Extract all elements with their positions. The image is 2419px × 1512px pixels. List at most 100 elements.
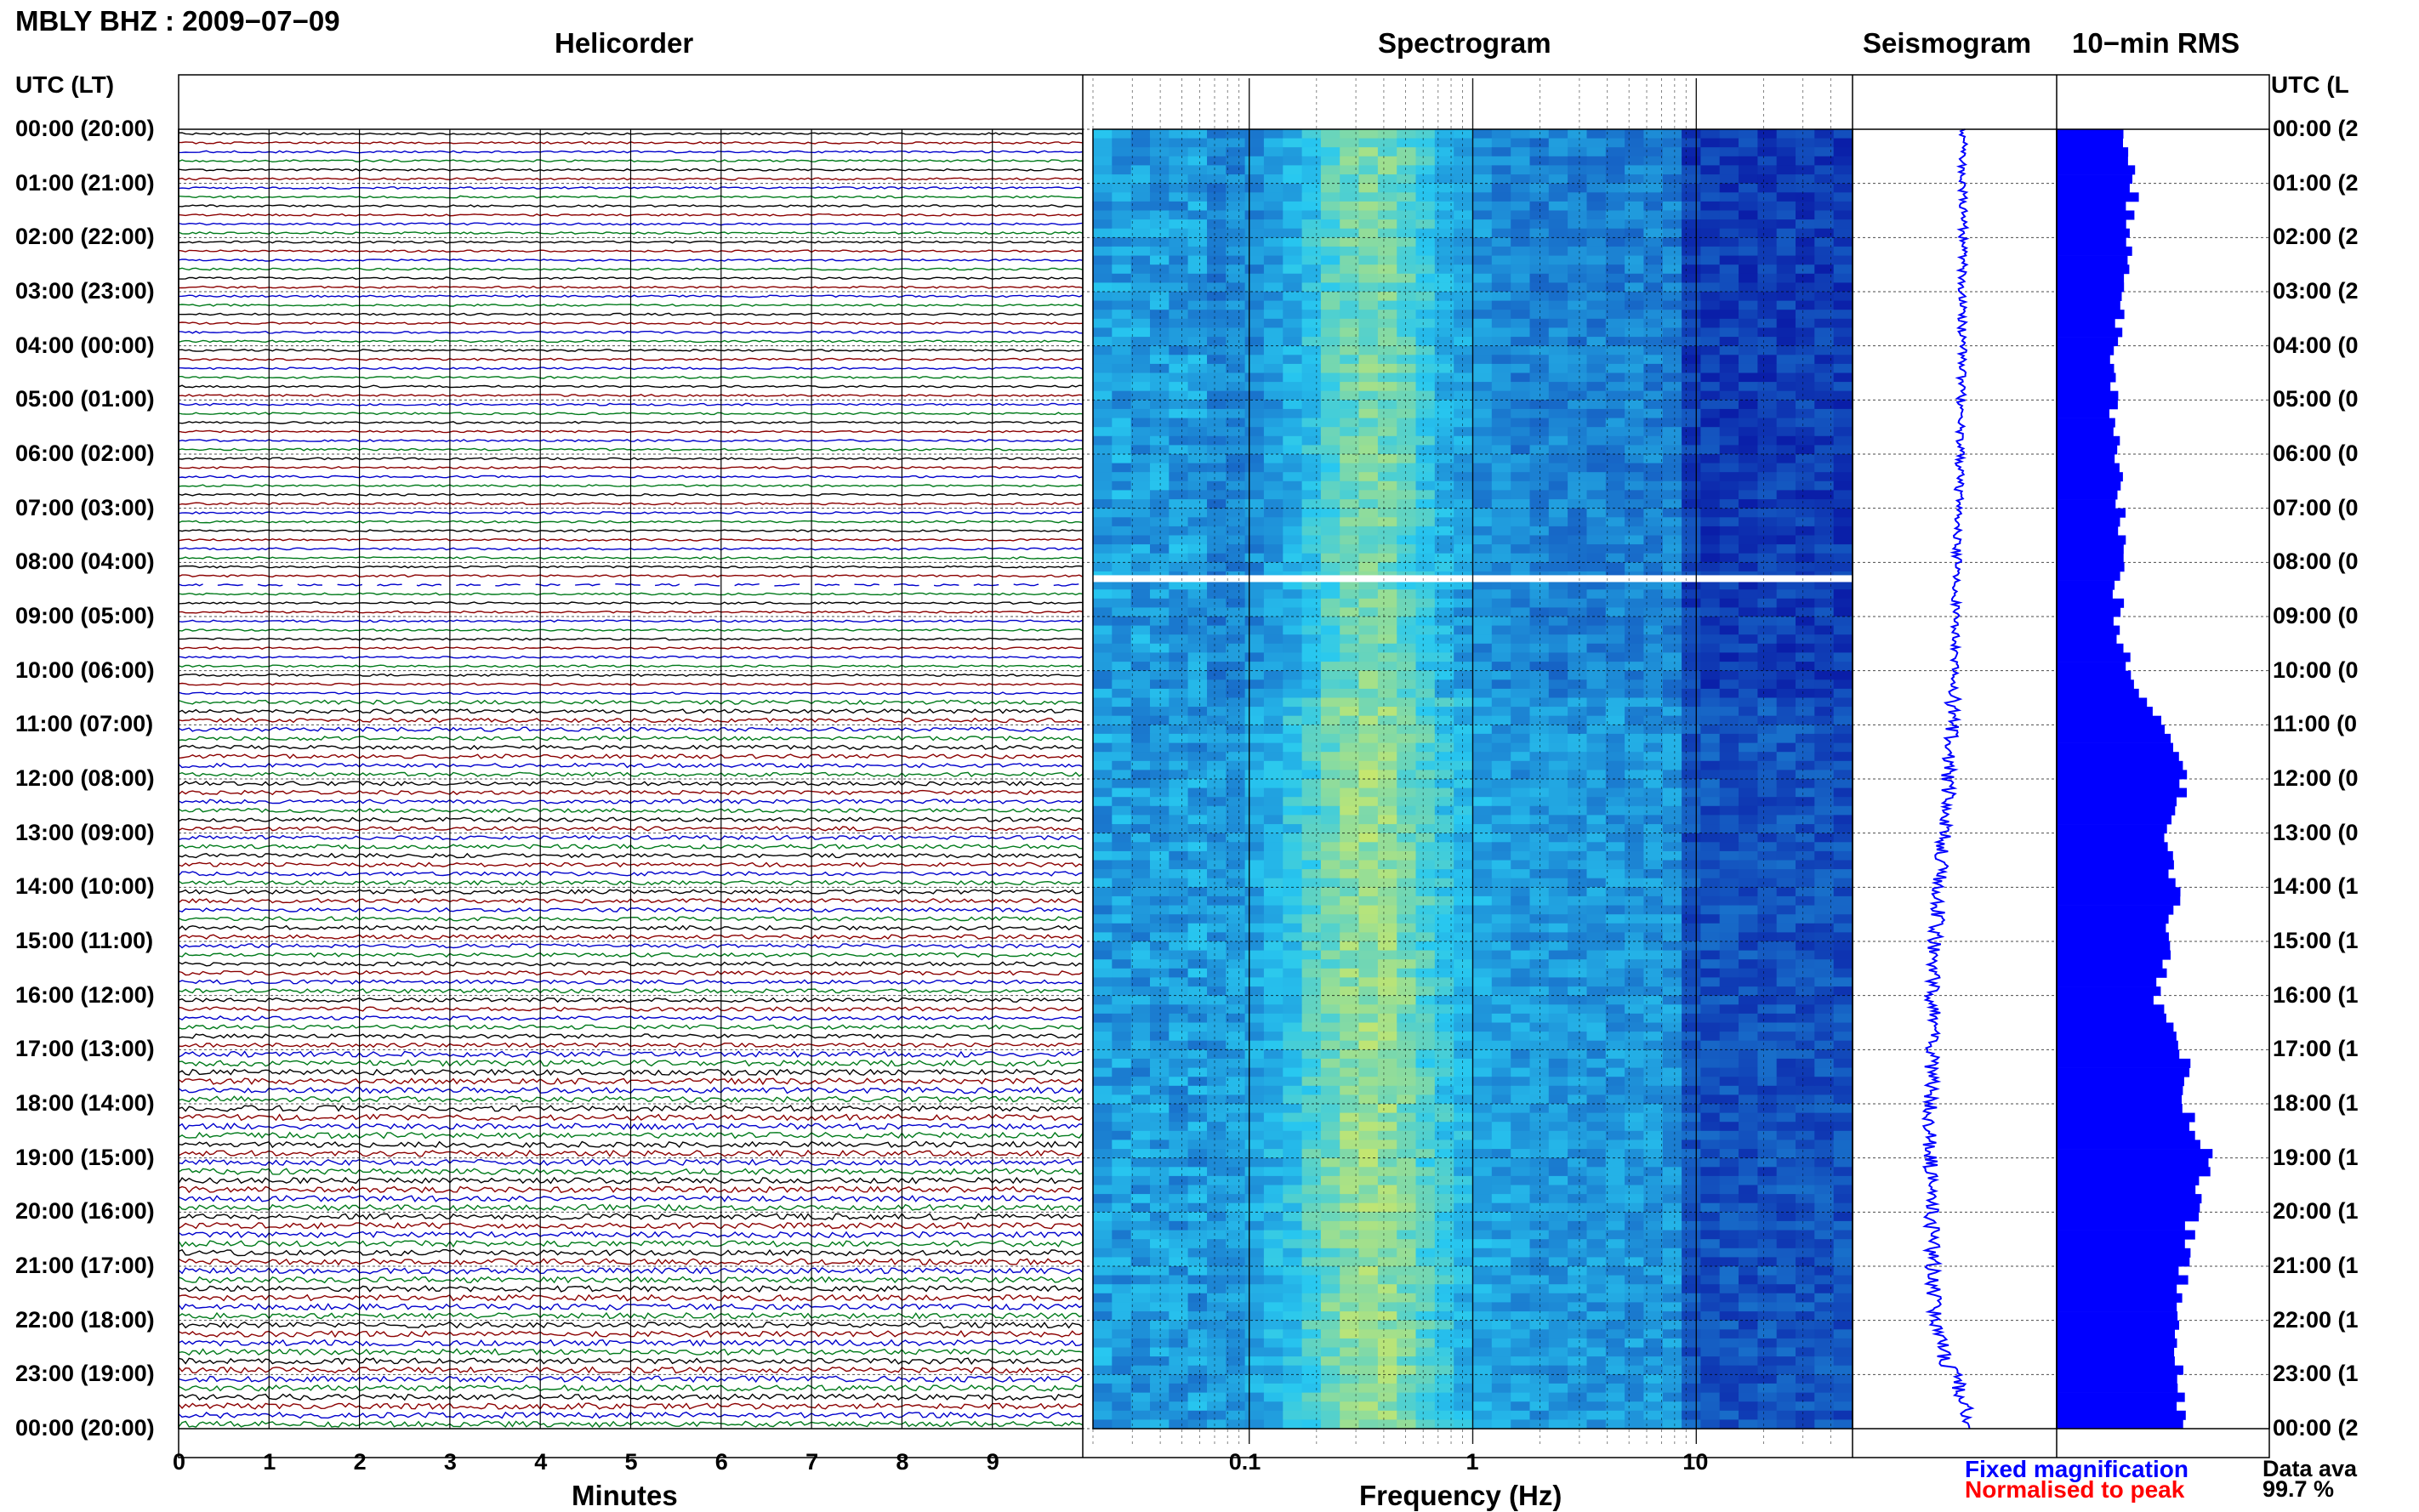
spectrogram-cell — [1757, 787, 1778, 798]
spectrogram-cell — [1454, 860, 1474, 870]
spectrogram-cell — [1283, 147, 1303, 157]
spectrogram-cell — [1340, 779, 1360, 789]
spectrogram-cell — [1169, 282, 1189, 293]
spectrogram-cell — [1150, 995, 1170, 1005]
spectrogram-cell — [1814, 1167, 1835, 1177]
spectrogram-cell — [1093, 1112, 1113, 1123]
spectrogram-cell — [1244, 932, 1265, 942]
spectrogram-cell — [1491, 1149, 1511, 1159]
spectrogram-cell — [1568, 480, 1587, 491]
spectrogram-cell — [1776, 174, 1796, 185]
spectrogram-cell — [1397, 1032, 1417, 1042]
spectrogram-cell — [1757, 472, 1778, 482]
spectrogram-cell — [1511, 1049, 1531, 1060]
spectrogram-cell — [1415, 887, 1436, 897]
spectrogram-cell — [1130, 1013, 1151, 1024]
spectrogram-cell — [1358, 1149, 1379, 1159]
spectrogram-cell — [1320, 959, 1340, 969]
spectrogram-cell — [1757, 1077, 1778, 1087]
spectrogram-cell — [1187, 183, 1208, 193]
spectrogram-cell — [1397, 508, 1417, 518]
spectrogram-cell — [1283, 1058, 1303, 1069]
spectrogram-cell — [1226, 1004, 1246, 1015]
spectrogram-cell — [1776, 201, 1796, 212]
spectrogram-cell — [1511, 1085, 1531, 1095]
spectrogram-cell — [1377, 508, 1397, 518]
spectrogram-cell — [1548, 454, 1568, 464]
spectrogram-cell — [1643, 887, 1664, 897]
spectrogram-cell — [1454, 742, 1474, 753]
spectrogram-cell — [1586, 1104, 1607, 1114]
spectrogram-cell — [1150, 968, 1170, 978]
spectrogram-cell — [1169, 337, 1189, 347]
spectrogram-cell — [1263, 517, 1283, 527]
spectrogram-cell — [1207, 860, 1227, 870]
spectrogram-cell — [1377, 617, 1397, 627]
spectrogram-cell — [1548, 860, 1568, 870]
spectrogram-cell — [1340, 752, 1360, 762]
spectrogram-cell — [1472, 950, 1493, 960]
spectrogram-cell — [1643, 156, 1664, 166]
spectrogram-cell — [1434, 607, 1454, 617]
spectrogram-cell — [1472, 1049, 1493, 1060]
spectrogram-cell — [1491, 472, 1511, 482]
spectrogram-cell — [1454, 688, 1474, 699]
spectrogram-cell — [1320, 1130, 1340, 1140]
spectrogram-cell — [1301, 282, 1322, 293]
spectrogram-cell — [1643, 327, 1664, 338]
spectrogram-cell — [1187, 1167, 1208, 1177]
spectrogram-cell — [1226, 1067, 1246, 1077]
spectrogram-cell — [1472, 995, 1493, 1005]
spectrogram-cell — [1511, 707, 1531, 717]
spectrogram-cell — [1548, 472, 1568, 482]
spectrogram-cell — [1682, 355, 1701, 365]
spectrogram-cell — [1454, 779, 1474, 789]
spectrogram-cell — [1529, 941, 1550, 952]
spectrogram-cell — [1130, 869, 1151, 879]
spectrogram-cell — [1529, 742, 1550, 753]
spectrogram-cell — [1814, 607, 1835, 617]
spectrogram-cell — [1491, 1194, 1511, 1204]
spectrogram-cell — [1682, 400, 1701, 410]
spectrogram-cell — [1263, 850, 1283, 861]
spectrogram-cell — [1472, 246, 1493, 257]
spectrogram-cell — [1529, 1122, 1550, 1132]
spectrogram-cell — [1529, 345, 1550, 355]
spectrogram-cell — [1301, 562, 1322, 572]
spectrogram-cell — [1169, 679, 1189, 690]
spectrogram-cell — [1662, 860, 1682, 870]
spectrogram-cell — [1739, 895, 1758, 907]
spectrogram-cell — [1568, 1185, 1587, 1195]
spectrogram-cell — [1833, 535, 1853, 545]
spectrogram-cell — [1529, 770, 1550, 780]
spectrogram-cell — [1662, 869, 1682, 879]
spectrogram-cell — [1529, 508, 1550, 518]
spectrogram-cell — [1700, 1202, 1721, 1213]
spectrogram-cell — [1472, 508, 1493, 518]
spectrogram-cell — [1454, 1157, 1474, 1168]
spectrogram-cell — [1491, 617, 1511, 627]
spectrogram-cell — [1377, 282, 1397, 293]
spectrogram-cell — [1377, 210, 1397, 220]
spectrogram-cell — [1776, 878, 1796, 888]
spectrogram-cell — [1796, 463, 1815, 473]
spectrogram-cell — [1739, 580, 1758, 590]
spectrogram-cell — [1150, 643, 1170, 653]
spectrogram-cell — [1700, 715, 1721, 725]
spectrogram-cell — [1814, 589, 1835, 600]
spectrogram-cell — [1283, 1140, 1303, 1150]
spectrogram-cell — [1625, 652, 1644, 662]
spectrogram-cell — [1377, 445, 1397, 455]
spectrogram-cell — [1093, 625, 1113, 635]
spectrogram-cell — [1320, 905, 1340, 915]
spectrogram-cell — [1643, 995, 1664, 1005]
spectrogram-cell — [1682, 824, 1701, 834]
spectrogram-cell — [1093, 1212, 1113, 1222]
spectrogram-cell — [1112, 246, 1132, 257]
spectrogram-cell — [1662, 435, 1682, 446]
spectrogram-cell — [1757, 941, 1778, 952]
spectrogram-cell — [1662, 490, 1682, 500]
spectrogram-cell — [1397, 733, 1417, 744]
spectrogram-cell — [1682, 932, 1701, 942]
spectrogram-cell — [1358, 688, 1379, 699]
